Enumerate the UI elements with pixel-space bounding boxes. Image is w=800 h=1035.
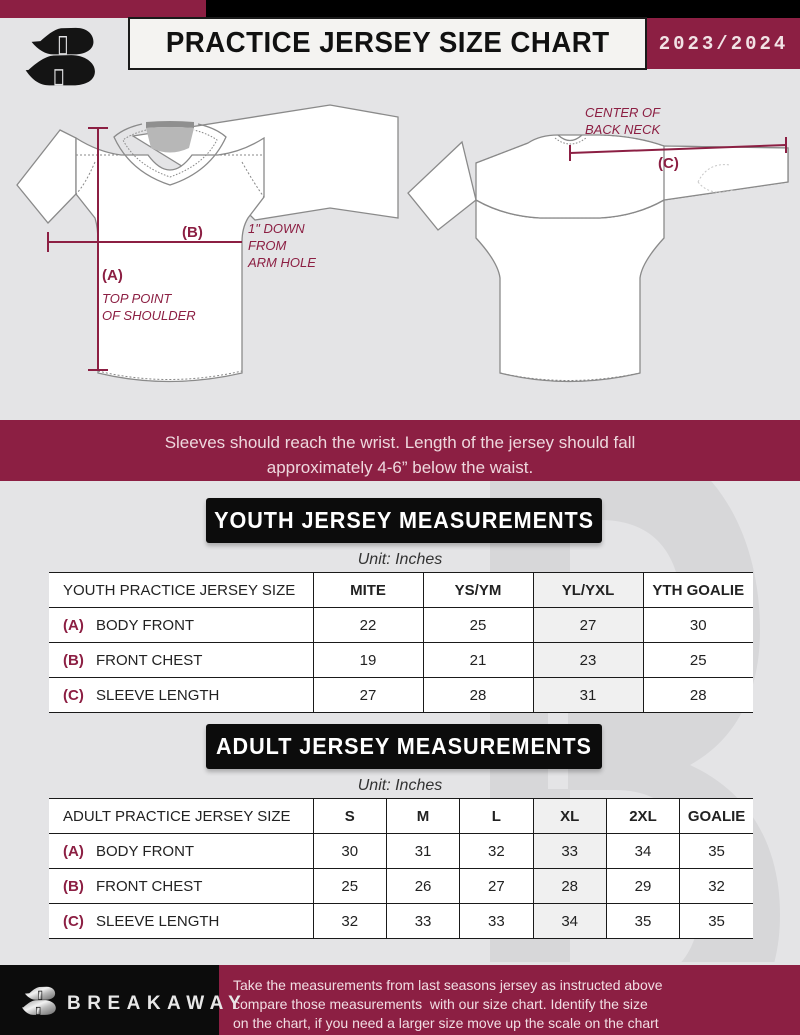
svg-text:1" DOWN: 1" DOWN [248, 221, 305, 236]
svg-text:CENTER OF: CENTER OF [585, 105, 661, 120]
svg-text:(B): (B) [182, 224, 203, 241]
svg-text:(A): (A) [102, 267, 123, 284]
svg-text:BACK NECK: BACK NECK [585, 122, 661, 137]
svg-text:ARM HOLE: ARM HOLE [247, 255, 316, 270]
svg-text:OF SHOULDER: OF SHOULDER [102, 308, 196, 323]
svg-text:(C): (C) [658, 155, 679, 172]
svg-text:TOP POINT: TOP POINT [102, 291, 172, 306]
svg-text:FROM: FROM [248, 238, 286, 253]
